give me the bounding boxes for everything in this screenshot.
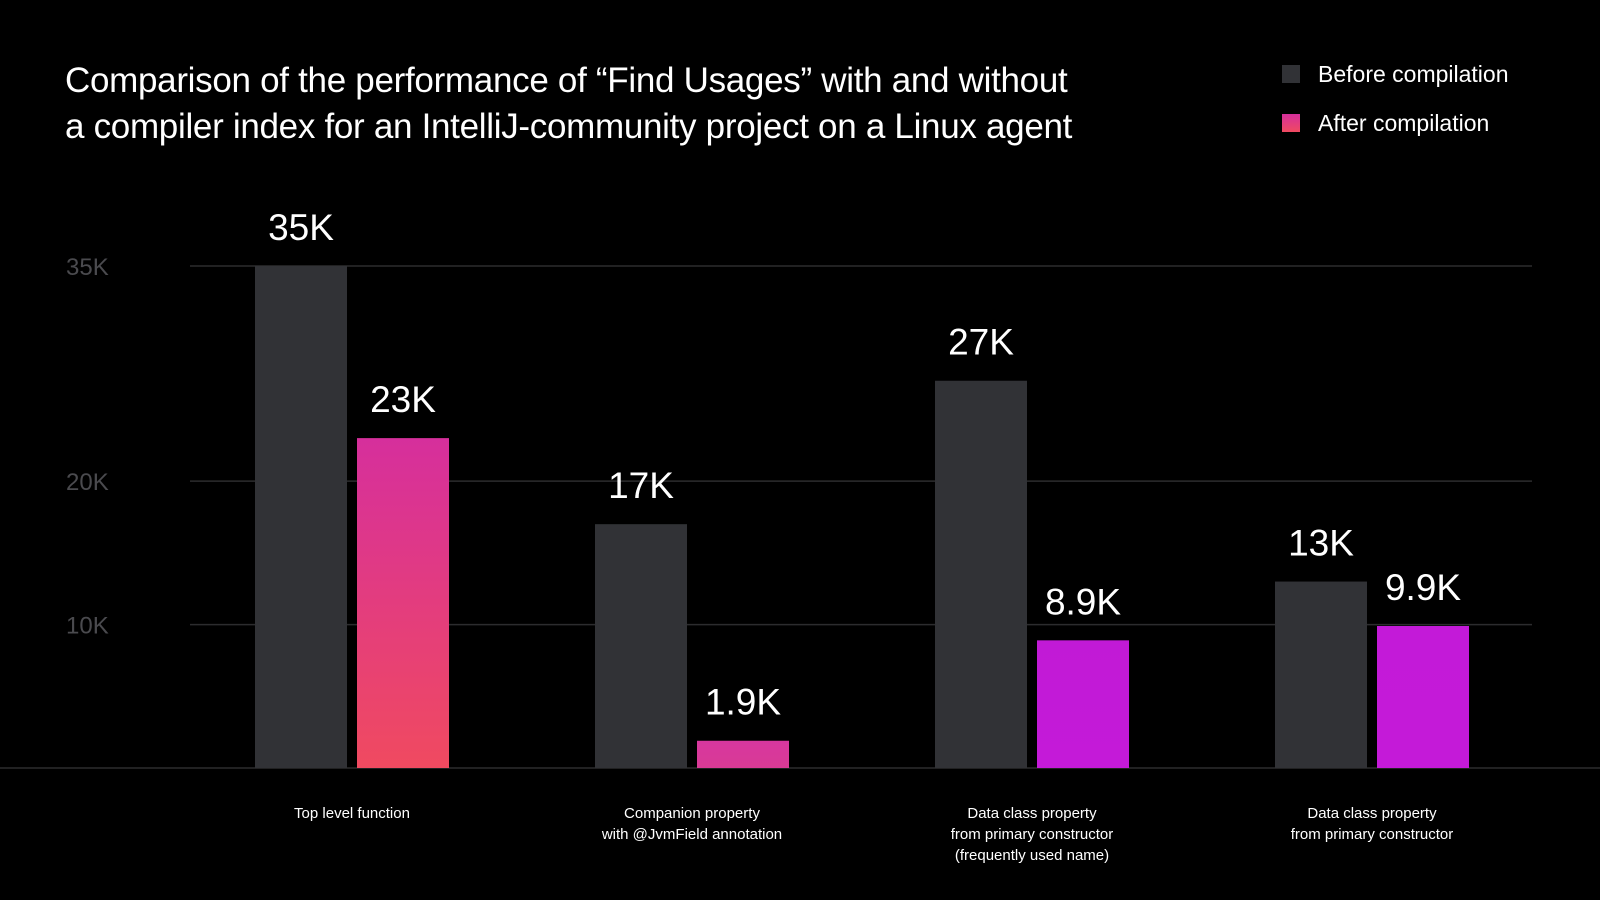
value-label-after-1: 23K <box>370 379 436 420</box>
category-label-2-line-2: with @JvmField annotation <box>601 826 782 843</box>
category-label-1-line-1: Top level function <box>294 805 410 822</box>
value-label-before-3: 27K <box>948 322 1014 363</box>
value-label-after-2: 1.9K <box>705 682 781 723</box>
bar-after-1[interactable] <box>357 438 449 768</box>
category-label-4-line-1: Data class property <box>1307 805 1437 822</box>
category-label-3-line-2: from primary constructor <box>951 826 1114 843</box>
value-label-before-2: 17K <box>608 465 674 506</box>
legend-item-before[interactable]: Before compilation <box>1282 60 1582 87</box>
chart-title-line-1: Comparison of the performance of “Find U… <box>65 61 1068 100</box>
value-label-after-3: 8.9K <box>1045 581 1121 622</box>
bar-before-3[interactable] <box>935 380 1027 768</box>
value-label-before-4: 13K <box>1288 523 1354 564</box>
bar-after-3[interactable] <box>1037 640 1129 768</box>
bar-before-4[interactable] <box>1275 581 1367 768</box>
category-label-2-line-1: Companion property <box>624 805 760 822</box>
chart-title: Comparison of the performance of “Find U… <box>65 58 1235 150</box>
y-tick-label-20K: 20K <box>66 469 109 496</box>
legend-swatch-before <box>1282 65 1300 83</box>
bar-after-2[interactable] <box>697 740 789 768</box>
legend-swatch-after <box>1282 114 1300 132</box>
y-tick-label-10K: 10K <box>66 613 109 640</box>
legend-label-before: Before compilation <box>1318 60 1509 87</box>
legend-label-after: After compilation <box>1318 109 1490 136</box>
chart-legend: Before compilation After compilation <box>1282 60 1582 160</box>
legend-item-after[interactable]: After compilation <box>1282 109 1582 136</box>
category-label-3-line-1: Data class property <box>967 805 1097 822</box>
value-label-after-4: 9.9K <box>1385 567 1461 608</box>
category-label-4-line-2: from primary constructor <box>1291 826 1454 843</box>
bar-before-2[interactable] <box>595 524 687 768</box>
bar-before-1[interactable] <box>255 266 347 768</box>
bar-after-4[interactable] <box>1377 626 1469 768</box>
category-label-3-line-3: (frequently used name) <box>955 847 1109 864</box>
y-tick-label-35K: 35K <box>66 254 109 281</box>
value-label-before-1: 35K <box>268 207 334 248</box>
chart-title-line-2: a compiler index for an IntelliJ-communi… <box>65 107 1073 146</box>
